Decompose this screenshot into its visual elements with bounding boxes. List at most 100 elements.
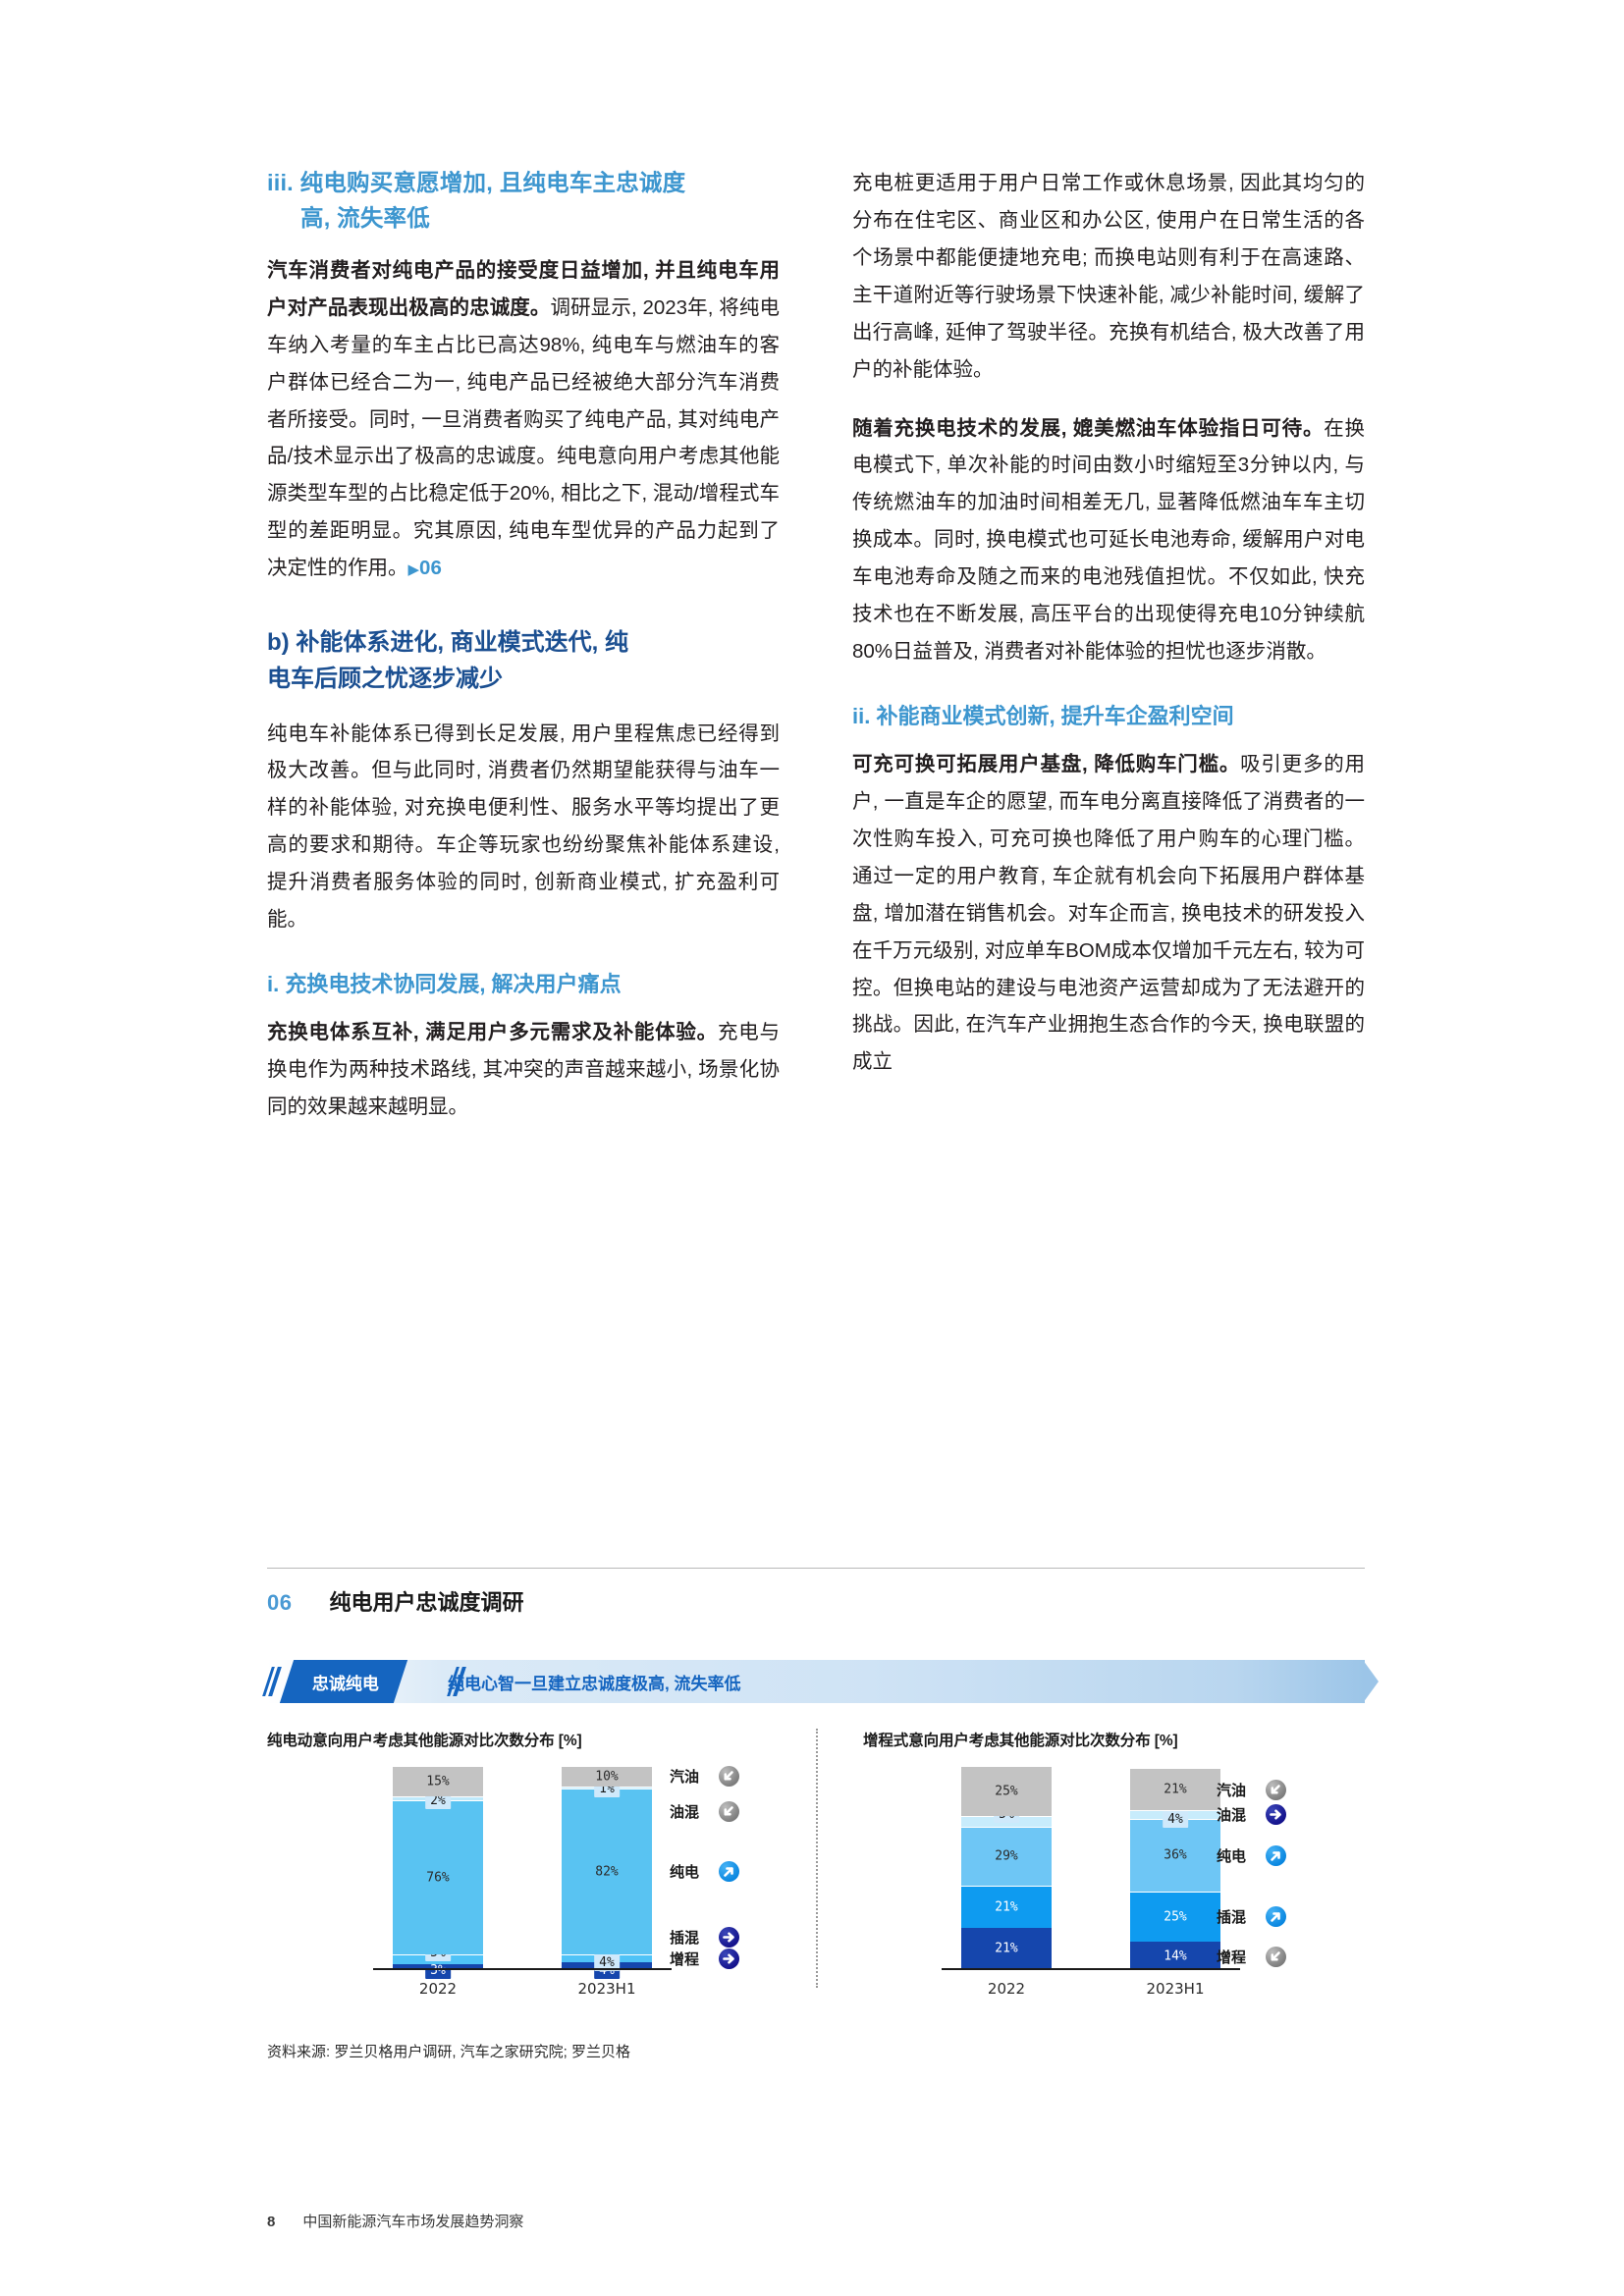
bar-value-label: 25% <box>995 1784 1018 1799</box>
bar-segment-插混: 4% <box>562 1953 652 1971</box>
bar-segment-插混: 25% <box>1130 1891 1220 1943</box>
bar-column-2022[interactable]: 3%5% 76% 2% 15% <box>393 1765 483 1979</box>
heading-section-b: b) 补能体系进化, 商业模式迭代, 纯 电车后顾之忧逐步减少 <box>267 624 780 697</box>
trend-down-icon <box>1266 1779 1286 1800</box>
bar-segment-汽油: 10% <box>562 1765 652 1787</box>
trend-flat-icon <box>719 1949 739 1969</box>
charts-container: 纯电动意向用户考虑其他能源对比次数分布 [%] 3%5% 76% 2% 15% 4% 4%… <box>267 1729 1365 2000</box>
bar-value-label: 2% <box>425 1791 451 1809</box>
bar-value-label: 4% <box>1163 1810 1188 1828</box>
bar-column-2022[interactable]: 21% 21% 29% 5% 25% <box>961 1765 1052 1970</box>
banner-text: 纯电心智一旦建立忠诚度极高, 流失率低 <box>448 1674 741 1693</box>
trend-up-icon <box>1266 1844 1286 1866</box>
bar-segment-增程: 3% <box>393 1962 483 1979</box>
trend-flat-icon <box>1266 1804 1286 1826</box>
legend-label: 增程 <box>670 1951 700 1968</box>
bar-value-label: 21% <box>1164 1782 1187 1797</box>
heading-iii-line1: 纯电购买意愿增加, 且纯电车主忠诚度 <box>299 170 686 195</box>
bar-segment-纯电: 76% <box>393 1799 483 1954</box>
bar-segment-油混: 2% <box>393 1791 483 1809</box>
heading-i: i. 充换电技术协同发展, 解决用户痛点 <box>267 972 622 997</box>
bar-value-label: 82% <box>595 1864 619 1880</box>
right-column: 充电桩更适用于用户日常工作或休息场景, 因此其均匀的分布在住宅区、商业区和办公区… <box>852 165 1365 1128</box>
paragraph-1: 汽车消费者对纯电产品的接受度日益增加, 并且纯电车用户对产品表现出极高的忠诚度。… <box>267 252 780 587</box>
chart-title-erev: 增程式意向用户考虑其他能源对比次数分布 [%] <box>863 1733 1178 1749</box>
bar-value-label: 36% <box>1164 1847 1187 1863</box>
x-axis-line <box>942 1968 1240 1970</box>
bar-value-label: 4% <box>594 1953 620 1971</box>
footer-page-number: 8 <box>267 2214 276 2230</box>
legend-item-油混: 油混 <box>670 1801 739 1822</box>
bar-segment-纯电: 29% <box>961 1826 1052 1886</box>
right-paragraph-2-rest: 在换电模式下, 单次补能的时间由数小时缩短至3分钟以内, 与传统燃油车的加油时间… <box>852 416 1366 664</box>
banner-arrow-icon <box>1363 1660 1379 1703</box>
x-axis-tick-2023H1: 2023H1 <box>577 1980 636 1998</box>
legend-item-纯电: 纯电 <box>1217 1844 1286 1866</box>
bar-value-label: 3% <box>425 1962 451 1979</box>
heading-iii: iii. 纯电购买意愿增加, 且纯电车主忠诚度 高, 流失率低 <box>267 165 780 237</box>
paragraph-3-rest: 充电与换电作为两种技术路线, 其冲突的声音越来越小, 场景化协同的效果越来越明显… <box>267 1021 781 1118</box>
trend-up-icon <box>719 1861 739 1883</box>
bar-segment-纯电: 82% <box>562 1788 652 1954</box>
bar-segment-油混: 1% <box>562 1780 652 1797</box>
charts-divider <box>816 1729 818 1988</box>
bar-column-2023H1[interactable]: 14% 25% 36% 4% 21% <box>1130 1768 1220 1970</box>
legend-label: 汽油 <box>1217 1782 1247 1799</box>
legend-item-油混: 油混 <box>1217 1804 1286 1826</box>
legend-item-增程: 增程 <box>1217 1946 1286 1967</box>
exhibit-06: 06 纯电用户忠诚度调研 忠诚纯电 纯电心智一旦建立忠诚度极高, 流失率低 纯电… <box>262 1568 1379 2061</box>
trend-down-icon <box>1266 1946 1286 1967</box>
article-body: iii. 纯电购买意愿增加, 且纯电车主忠诚度 高, 流失率低 汽车消费者对纯电… <box>267 165 1365 1128</box>
legend-item-汽油: 汽油 <box>670 1766 739 1788</box>
heading-section-b-line1: b) 补能体系进化, 商业模式迭代, 纯 <box>267 629 628 657</box>
triangle-icon: ▶ <box>407 561 420 579</box>
bar-segment-汽油: 25% <box>961 1765 1052 1817</box>
right-paragraph-2-bold: 随着充换电技术的发展, 媲美燃油车体验指日可待。 <box>852 416 1325 440</box>
exhibit-title: 纯电用户忠诚度调研 <box>329 1590 524 1615</box>
legend-label: 插混 <box>670 1930 700 1947</box>
right-paragraph-2: 随着充换电技术的发展, 媲美燃油车体验指日可待。在换电模式下, 单次补能的时间由… <box>852 410 1365 670</box>
bar-stack-group: 21% 21% 29% 5% 25% 14% 25% 36% 4% 21% <box>863 1765 1365 1970</box>
bar-value-label: 10% <box>595 1769 619 1785</box>
bar-value-label: 14% <box>1164 1949 1187 1964</box>
paragraph-2: 纯电车补能体系已得到长足发展, 用户里程焦虑已经得到极大改善。但与此同时, 消费… <box>267 721 780 932</box>
legend-item-纯电: 纯电 <box>670 1861 739 1883</box>
banner-tag-label: 忠诚纯电 <box>312 1674 379 1693</box>
left-column: iii. 纯电购买意愿增加, 且纯电车主忠诚度 高, 流失率低 汽车消费者对纯电… <box>267 165 780 1128</box>
chart-title-bev: 纯电动意向用户考虑其他能源对比次数分布 [%] <box>267 1733 582 1749</box>
legend-label: 纯电 <box>1217 1847 1247 1865</box>
exhibit-reference-number: 06 <box>419 557 442 580</box>
bar-value-label: 21% <box>995 1941 1018 1956</box>
bar-column-2023H1[interactable]: 4%4%82%1%10% <box>562 1765 652 1979</box>
chart-panel-erev: 增程式意向用户考虑其他能源对比次数分布 [%] 21%21%29%5%25%14… <box>816 1729 1365 2000</box>
bar-segment-汽油: 15% <box>393 1765 483 1796</box>
paragraph-3-bold: 充换电体系互补, 满足用户多元需求及补能体验。 <box>267 1021 718 1044</box>
paragraph-1-rest: 调研显示, 2023年, 将纯电车纳入考量的车主占比已高达98%, 纯电车与燃油… <box>267 295 781 580</box>
right-paragraph-3-bold: 可充可换可拓展用户基盘, 降低购车门槛。 <box>852 752 1241 775</box>
legend-label: 汽油 <box>670 1769 700 1787</box>
legend-label: 油混 <box>670 1804 700 1821</box>
exhibit-divider <box>267 1568 1365 1569</box>
legend-item-插混: 插混 <box>670 1927 739 1948</box>
legend-item-增程: 增程 <box>670 1949 739 1969</box>
bar-value-label: 15% <box>426 1774 450 1789</box>
bar-stack-group: 3%5%76%2%15%4%4%82%1%10% <box>267 1765 816 1979</box>
page-footer: 8 中国新能源汽车市场发展趋势洞察 <box>267 2211 523 2231</box>
legend-label: 增程 <box>1217 1949 1247 1966</box>
trend-up-icon <box>1266 1906 1286 1928</box>
bar-value-label: 29% <box>995 1848 1018 1864</box>
legend-item-插混: 插混 <box>1217 1906 1286 1928</box>
heading-section-b-line2: 电车后顾之忧逐步减少 <box>267 666 503 693</box>
bar-segment-增程: 21% <box>961 1927 1052 1970</box>
paragraph-1-bold: 汽车消费者对纯电产品的接受度日益增加, 并且纯电车用户对产品表现出极高的忠诚度。 <box>267 258 780 319</box>
heading-iii-line2: 高, 流失率低 <box>300 205 430 232</box>
legend-item-汽油: 汽油 <box>1217 1779 1286 1800</box>
exhibit-reference-06[interactable]: ▶06 <box>408 557 442 579</box>
bar-value-label: 76% <box>426 1870 450 1886</box>
bar-segment-增程: 14% <box>1130 1942 1220 1970</box>
bar-segment-插混: 5% <box>393 1944 483 1964</box>
bar-segment-纯电: 36% <box>1130 1818 1220 1892</box>
trend-flat-icon <box>719 1927 739 1948</box>
bar-segment-插混: 21% <box>961 1885 1052 1928</box>
paragraph-3: 充换电体系互补, 满足用户多元需求及补能体验。充电与换电作为两种技术路线, 其冲… <box>267 1014 780 1126</box>
